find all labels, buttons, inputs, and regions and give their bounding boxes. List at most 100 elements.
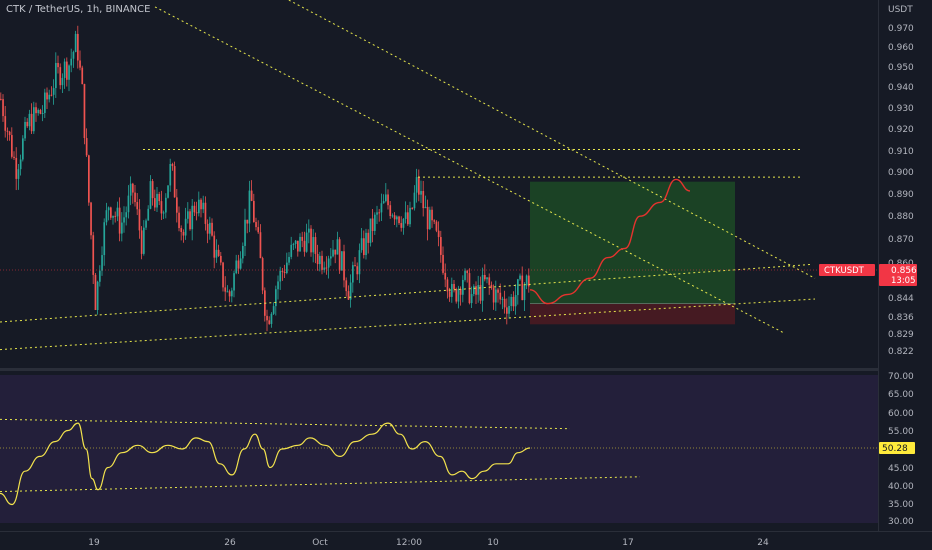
candle-body (349, 282, 352, 300)
candle-body (55, 62, 57, 89)
rsi-line (0, 422, 531, 506)
rsi-tick: 30.00 (888, 517, 914, 527)
candle-body (332, 249, 334, 257)
candle-body (79, 60, 81, 68)
time-tick: Oct (312, 538, 328, 548)
candle-body (316, 253, 319, 265)
trendlines[interactable] (0, 0, 816, 493)
rsi-band (0, 375, 878, 523)
candle-body (448, 291, 451, 297)
candle-body (481, 274, 484, 301)
last-price-tag[interactable]: 0.856 13:05 (879, 264, 917, 286)
candle-body (305, 232, 308, 252)
candle-body (160, 201, 163, 214)
candle-body (314, 237, 317, 254)
candle-body (477, 285, 480, 295)
candle-body (193, 205, 196, 213)
candle-body (418, 177, 420, 195)
price-axis[interactable]: 0.970 0.960 0.950 0.940 0.930 0.920 0.91… (888, 24, 914, 357)
symbol-title[interactable]: CTK / TetherUS, 1h, BINANCE (6, 4, 150, 15)
ticker-tag[interactable]: CTKUSDT (819, 264, 875, 276)
candle-body (200, 199, 202, 210)
candle-body (286, 262, 288, 273)
candle-body (415, 177, 418, 193)
time-axis[interactable]: 19 26 Oct 12:00 10 17 24 (88, 538, 769, 548)
projection[interactable] (529, 178, 691, 305)
candle-body (508, 305, 510, 314)
trendline-descending-upper[interactable] (280, 0, 816, 279)
candle-body (90, 202, 92, 236)
candle-body (8, 131, 11, 136)
loss-zone[interactable] (530, 303, 735, 325)
candle-body (503, 298, 506, 308)
candle-body (92, 235, 95, 275)
candle-body (204, 202, 207, 224)
candle-body (110, 207, 112, 218)
candle-body (154, 198, 156, 208)
candle-body (400, 223, 403, 228)
candle-body (288, 256, 290, 263)
candle-body (369, 218, 372, 243)
candle-body (396, 216, 398, 220)
candle-body (248, 190, 251, 224)
candle-body (404, 212, 407, 219)
candle-body (506, 307, 508, 314)
candle-body (173, 166, 176, 198)
candle-body (127, 195, 130, 213)
position-tool[interactable] (530, 181, 735, 325)
price-tick: 0.822 (888, 347, 914, 357)
candle-body (413, 192, 416, 209)
candle-body (510, 296, 513, 306)
candle-body (178, 212, 180, 229)
candle-body (19, 159, 22, 170)
rsi-tick: 40.00 (888, 482, 914, 492)
candle-body (457, 288, 460, 302)
candle-body (466, 270, 469, 274)
candle-body (132, 183, 134, 193)
trendline-channel-upper[interactable] (0, 264, 811, 323)
candle-body (94, 274, 97, 311)
profit-zone[interactable] (530, 181, 735, 304)
rsi-value: 50.28 (882, 444, 908, 454)
last-price-value: 0.856 (891, 266, 917, 276)
candle-body (451, 283, 453, 297)
candle-body (290, 244, 293, 257)
candle-body (312, 237, 315, 253)
candle-body (235, 260, 238, 274)
rsi-value-tag[interactable]: 50.28 (879, 442, 915, 454)
candle-body (367, 232, 370, 243)
candle-body (26, 121, 29, 127)
trendline-channel-lower[interactable] (0, 298, 816, 351)
trendline-descending-mid[interactable] (154, 6, 786, 334)
rsi-axis[interactable]: 70.00 65.00 60.00 55.00 45.00 40.00 35.0… (888, 372, 914, 527)
candle-body (114, 215, 117, 217)
candle-body (495, 289, 497, 303)
trendline-rsi-lower[interactable] (0, 476, 641, 493)
candle-body (176, 197, 178, 213)
rsi-tick: 55.00 (888, 427, 914, 437)
candle-body (165, 197, 167, 213)
price-tick: 0.950 (888, 63, 914, 73)
candle-body (182, 231, 185, 236)
candle-body (68, 65, 70, 80)
candle-body (420, 191, 422, 195)
candle-body (116, 207, 119, 217)
candle-body (242, 245, 244, 259)
currency-label: USDT (888, 5, 913, 15)
candle-body (499, 292, 502, 300)
candle-body (233, 273, 235, 291)
candle-body (479, 285, 482, 301)
projection-path[interactable] (529, 178, 691, 305)
candle-body (257, 227, 260, 233)
ticker-tag-label: CTKUSDT (824, 266, 865, 276)
candle-body (149, 181, 152, 209)
candle-body (101, 255, 103, 271)
candle-body (171, 163, 174, 167)
price-pane[interactable] (0, 0, 878, 368)
trendline-rsi-upper[interactable] (0, 418, 571, 430)
candle-body (70, 58, 73, 66)
candle-body (389, 205, 392, 216)
candle-body (371, 218, 374, 231)
